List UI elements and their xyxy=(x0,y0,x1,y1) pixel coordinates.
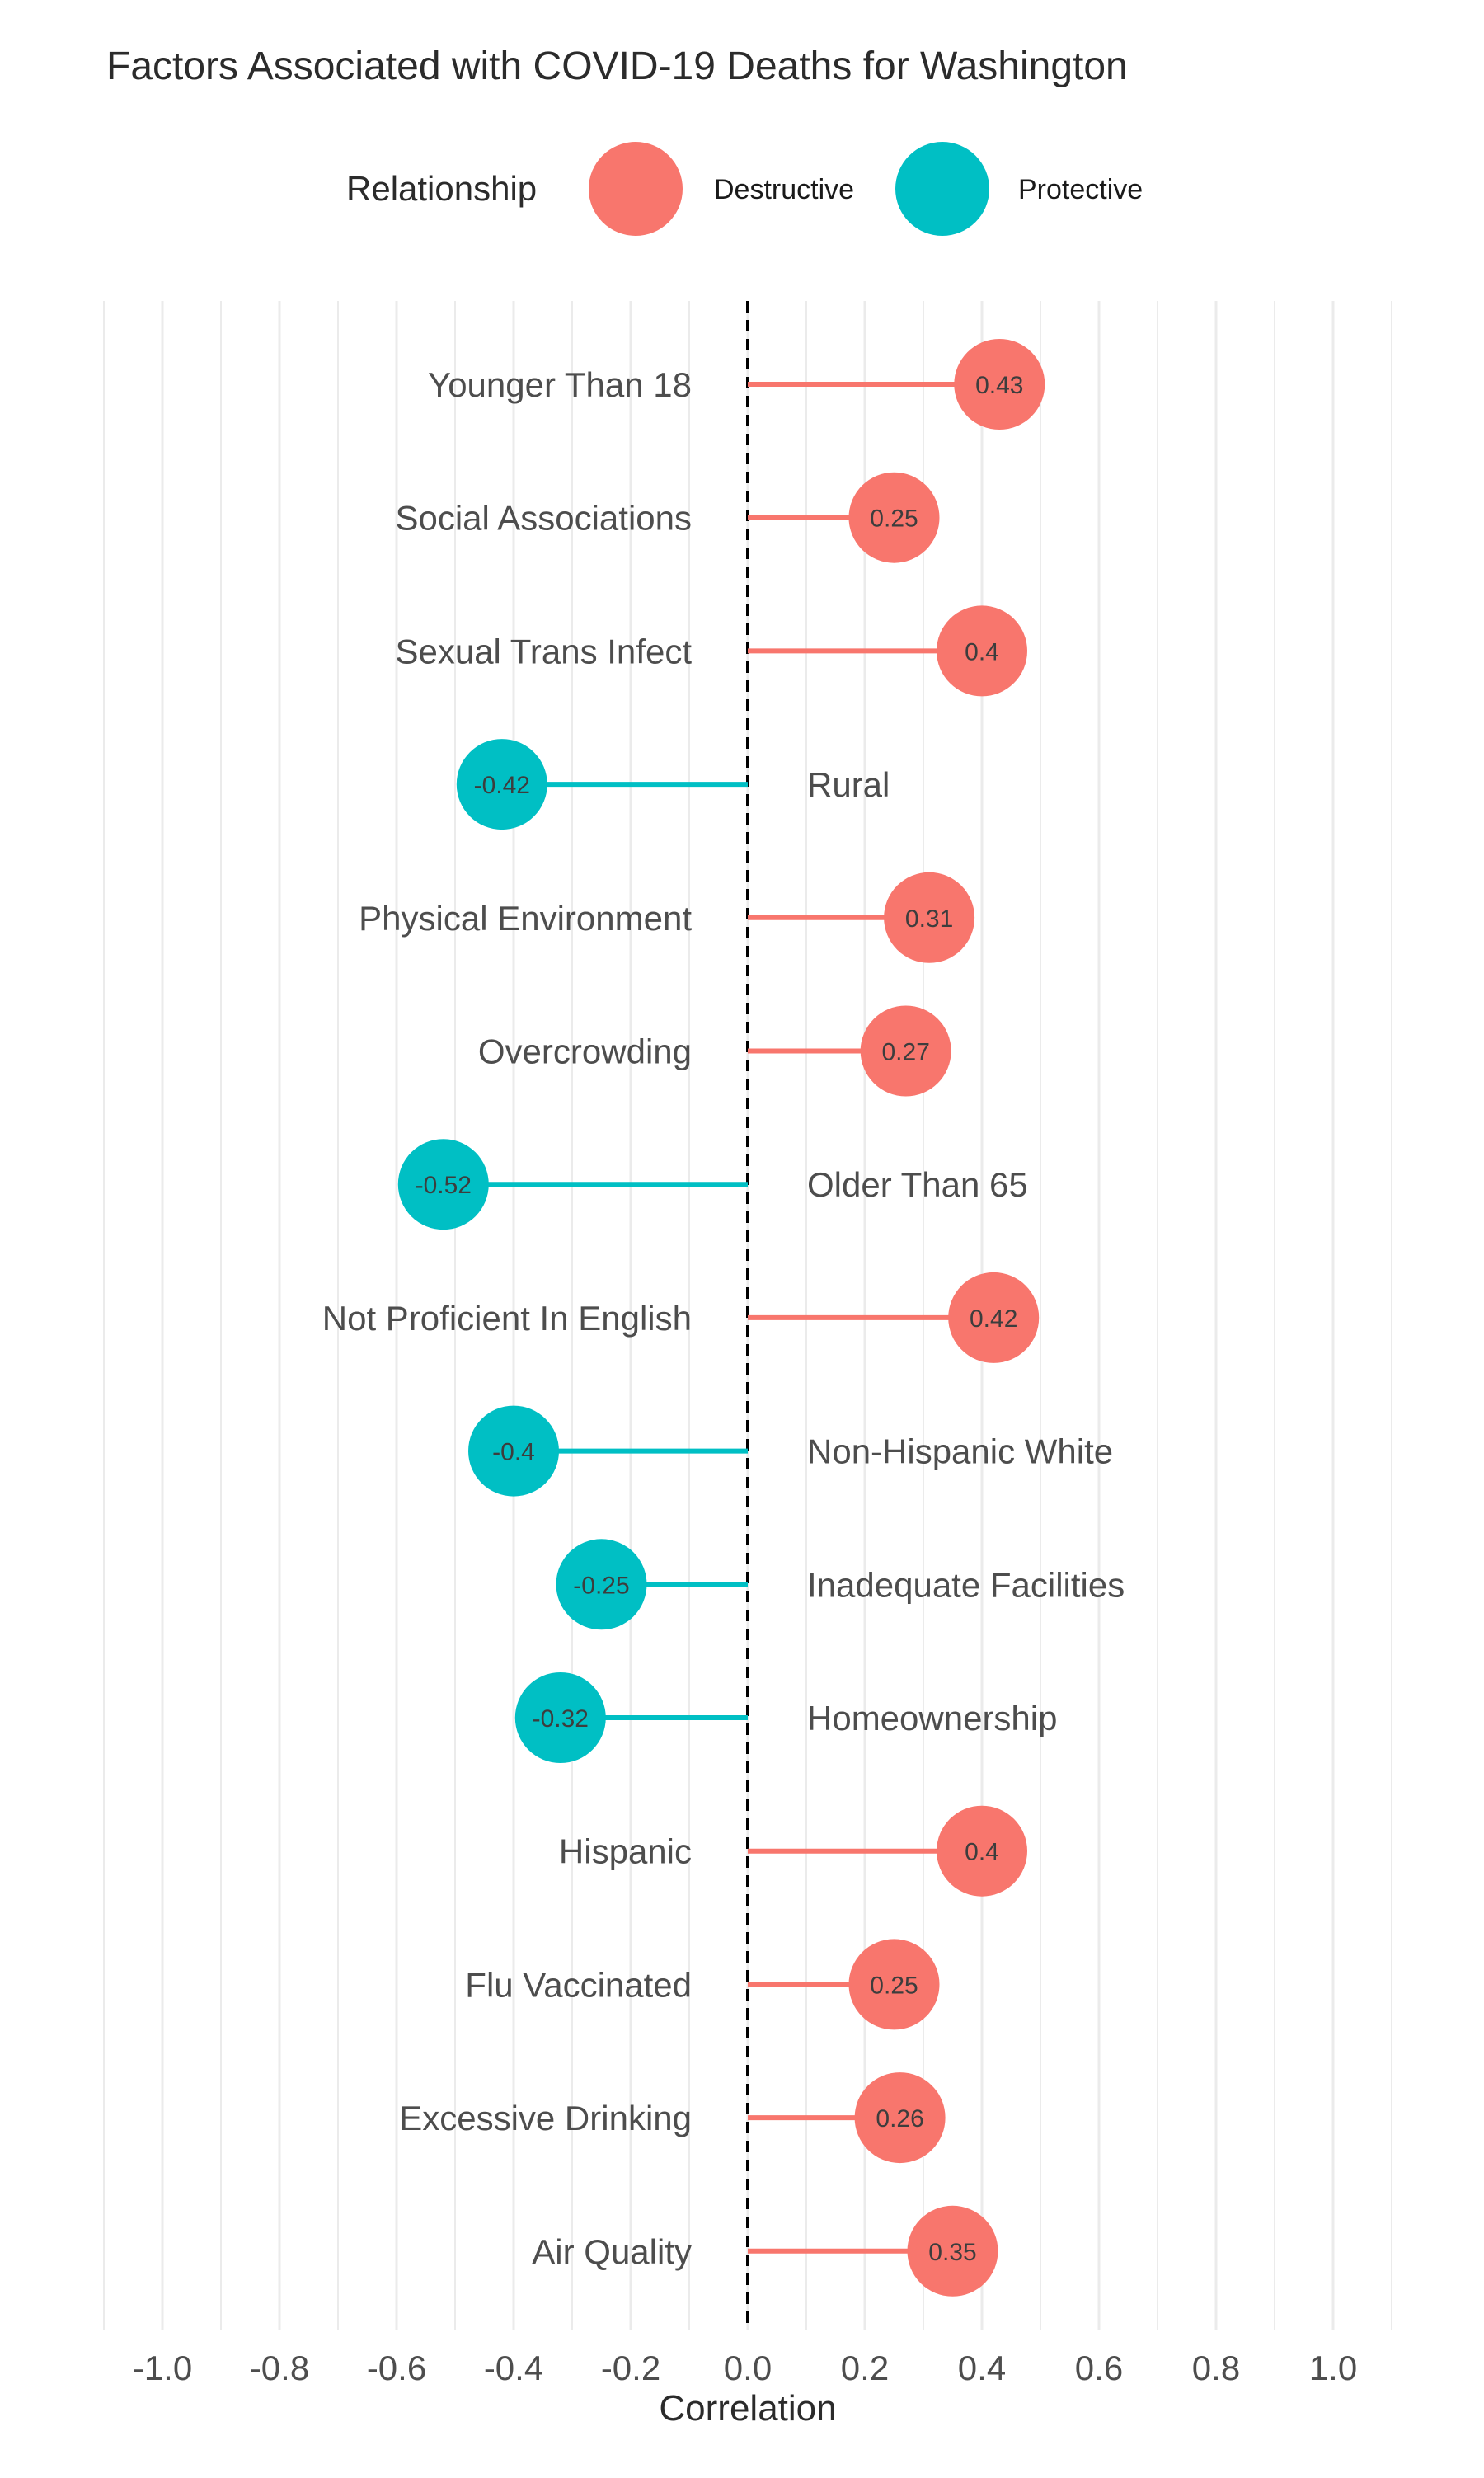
x-tick-label: 1.0 xyxy=(1309,2349,1357,2387)
point-2 xyxy=(937,605,1027,697)
point-9 xyxy=(556,1539,647,1630)
value-label: 0.35 xyxy=(928,2239,976,2266)
category-label: Overcrowding xyxy=(478,1032,692,1071)
category-label: Not Proficient In English xyxy=(322,1299,692,1338)
x-tick-label: 0.2 xyxy=(841,2349,889,2387)
chart-title: Factors Associated with COVID-19 Deaths … xyxy=(106,45,1128,88)
value-label: 0.25 xyxy=(870,1972,918,1999)
category-label: Social Associations xyxy=(395,499,692,538)
category-label: Younger Than 18 xyxy=(428,365,692,404)
point-11 xyxy=(937,1805,1027,1897)
category-label: Hispanic xyxy=(559,1832,692,1871)
x-tick-label: -1.0 xyxy=(133,2349,192,2387)
value-label: 0.42 xyxy=(970,1305,1017,1333)
point-3 xyxy=(456,739,547,830)
x-tick-label: -0.4 xyxy=(484,2349,543,2387)
value-label: 0.43 xyxy=(975,372,1023,399)
category-label: Air Quality xyxy=(532,2232,692,2271)
category-label: Flu Vaccinated xyxy=(465,1965,692,2004)
legend: Relationship Destructive Protective xyxy=(346,142,1143,236)
x-tick-label: 0.8 xyxy=(1192,2349,1240,2387)
value-label: 0.27 xyxy=(882,1039,930,1066)
point-8 xyxy=(468,1405,559,1497)
x-tick-label: -0.8 xyxy=(250,2349,309,2387)
value-label: 0.4 xyxy=(965,1839,999,1866)
value-label: 0.25 xyxy=(870,505,918,533)
point-6 xyxy=(397,1139,489,1230)
x-axis-title: Correlation xyxy=(659,2388,836,2429)
category-label: Older Than 65 xyxy=(807,1165,1028,1204)
x-tick-label: -0.6 xyxy=(367,2349,426,2387)
x-tick-label: 0.4 xyxy=(958,2349,1006,2387)
point-7 xyxy=(948,1272,1040,1363)
category-labels: Younger Than 18 Social Associations Sexual… xyxy=(322,365,1125,2271)
value-label: -0.25 xyxy=(573,1572,629,1599)
x-tick-label: 0.0 xyxy=(724,2349,772,2387)
legend-key-protective xyxy=(895,142,989,236)
category-label: Non-Hispanic White xyxy=(807,1432,1113,1471)
point-4 xyxy=(884,872,975,963)
category-label: Excessive Drinking xyxy=(399,2099,692,2137)
legend-label-destructive: Destructive xyxy=(714,174,854,205)
value-label: -0.32 xyxy=(533,1705,589,1733)
value-label: 0.4 xyxy=(965,638,999,665)
category-label: Rural xyxy=(807,765,890,804)
x-axis-ticks: -1.0 -0.8 -0.6 -0.4 -0.2 0.0 0.2 0.4 0.6 0.8 1.0 xyxy=(133,2349,1357,2387)
legend-title: Relationship xyxy=(346,169,537,208)
point-12 xyxy=(848,1939,940,2030)
x-tick-label: -0.2 xyxy=(601,2349,660,2387)
x-tick-label: 0.6 xyxy=(1075,2349,1123,2387)
point-14 xyxy=(907,2205,998,2297)
category-label: Sexual Trans Infect xyxy=(395,632,692,670)
value-label: -0.42 xyxy=(474,772,530,799)
value-label: 0.26 xyxy=(876,2105,923,2132)
category-label: Physical Environment xyxy=(359,899,692,938)
point-0 xyxy=(954,339,1045,430)
point-10 xyxy=(514,1672,606,1763)
legend-key-destructive xyxy=(589,142,683,236)
point-13 xyxy=(854,2072,946,2164)
legend-label-protective: Protective xyxy=(1018,174,1143,205)
lollipop-points: 0.43 0.25 0.4 -0.42 0.31 0.27 -0.52 0.42 -0.4 -0.… xyxy=(397,339,1045,2297)
category-label: Inadequate Facilities xyxy=(807,1565,1125,1604)
point-5 xyxy=(860,1005,951,1097)
value-label: -0.4 xyxy=(492,1439,535,1466)
point-1 xyxy=(848,472,940,563)
value-label: -0.52 xyxy=(416,1172,472,1199)
category-label: Homeownership xyxy=(807,1699,1057,1737)
value-label: 0.31 xyxy=(905,905,953,933)
